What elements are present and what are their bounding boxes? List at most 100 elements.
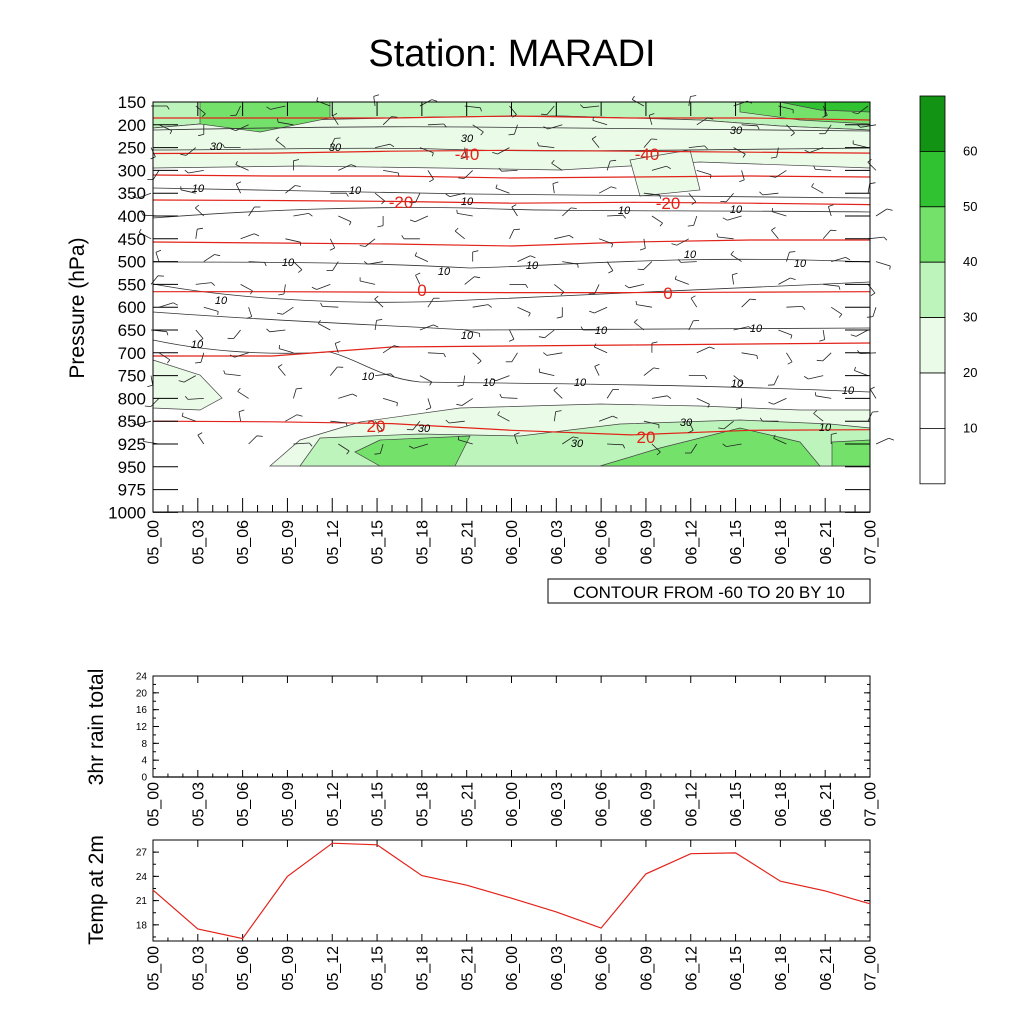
wind-barb [375, 373, 391, 376]
wind-barb [203, 254, 215, 262]
colorbar-box [919, 427, 946, 485]
contour-panel: -40 -40 -20 -20 0 0 20 20 30 30 30 30 30 30 30 10 10 10 10… [66, 93, 895, 604]
wind-barb [497, 414, 510, 422]
wind-barb [547, 124, 563, 130]
wind-barb [382, 398, 398, 403]
value-tick-label: 18 [136, 920, 148, 931]
wind-barb [293, 442, 310, 445]
wind-barb-feather [166, 359, 171, 364]
wind-barb [815, 395, 832, 399]
wind-barb-feather [748, 326, 753, 330]
wind-barb [374, 192, 385, 202]
wind-barb [822, 229, 831, 240]
value-tick-label: 24 [136, 872, 148, 883]
wind-barb-feather [852, 112, 859, 114]
wind-barb [200, 352, 205, 363]
value-tick-label: 8 [141, 739, 147, 750]
time-tick-label: 06_12 [683, 520, 700, 565]
wind-barb-feather [296, 387, 303, 390]
wind-barb-feather [710, 174, 712, 179]
wind-barb [693, 215, 698, 226]
wind-barb-feather [490, 378, 497, 382]
wind-barb [150, 398, 160, 407]
wind-barb-feather [845, 257, 851, 261]
wind-barb [472, 124, 484, 133]
wind-barb-feather [223, 370, 226, 375]
wind-barb [248, 307, 253, 317]
wind-barb-feather [622, 214, 627, 219]
wind-barb-feather [771, 227, 776, 231]
value-tick-label: 27 [136, 848, 148, 859]
pressure-axis-label: Pressure (hPa) [66, 237, 89, 378]
wind-barb-feather [674, 275, 677, 280]
time-tick-label: 06_21 [818, 946, 835, 991]
time-tick-label: 05_21 [459, 782, 476, 827]
wind-barb-feather [415, 272, 421, 276]
wind-barb-feather [266, 106, 271, 110]
wind-barb [458, 439, 473, 445]
colorbar-box [919, 261, 946, 319]
wind-barb [594, 366, 600, 376]
wind-barb-feather [320, 302, 323, 307]
wind-barb-feather [277, 118, 279, 123]
rh-contour-label: 10 [438, 266, 451, 278]
wind-barb-feather [659, 194, 662, 199]
wind-barb-feather [771, 208, 774, 212]
wind-barb-feather [329, 247, 335, 251]
time-tick-label: 06_12 [683, 946, 700, 991]
time-tick-label: 06_09 [639, 782, 656, 827]
contour-info-label: CONTOUR FROM -60 TO 20 BY 10 [573, 583, 845, 602]
wind-barb [449, 192, 465, 197]
value-tick-label: 24 [136, 672, 148, 683]
rh-contour-label: 30 [461, 133, 474, 145]
wind-barb [733, 147, 746, 155]
wind-barb [374, 320, 377, 331]
wind-barb-feather [316, 97, 319, 102]
wind-barb-feather [346, 450, 350, 455]
wind-barb [235, 183, 241, 194]
wind-barb [730, 254, 742, 262]
wind-barb-feather [398, 172, 400, 177]
wind-barb-feather [530, 255, 536, 259]
wind-barb [277, 366, 286, 376]
wind-barb-feather [332, 113, 338, 117]
wind-barb-feather [580, 326, 584, 331]
wind-barb-feather [739, 179, 745, 183]
wind-barb [495, 375, 510, 382]
wind-barb [338, 393, 353, 399]
wind-barb [152, 170, 160, 180]
wind-barb [373, 96, 376, 107]
wind-barb [636, 304, 652, 308]
wind-barb [643, 138, 652, 148]
wind-barb [696, 398, 710, 405]
time-tick-label: 06_12 [683, 782, 700, 827]
colorbar-label: 50 [963, 199, 977, 214]
wind-barb-feather [735, 407, 742, 410]
wind-barb-feather [707, 117, 714, 120]
wind-barb [786, 306, 803, 308]
wind-barb [137, 192, 152, 199]
wind-barb-feather [790, 132, 795, 137]
wind-barb [517, 255, 531, 262]
wind-barb-feather [198, 338, 204, 342]
wind-barb [332, 261, 339, 271]
wind-barb [234, 352, 249, 358]
wind-barb [831, 257, 846, 262]
wind-barb [741, 170, 745, 181]
rh-contour-line [152, 281, 871, 303]
isotherm-label: -40 [635, 145, 660, 164]
wind-barb [786, 252, 790, 262]
rh-contour-label: 30 [680, 417, 693, 429]
wind-barb [869, 389, 877, 399]
wind-barb-feather [311, 286, 317, 290]
time-tick-label: 05_18 [415, 782, 432, 827]
isotherm-line [152, 239, 870, 247]
wind-barb-feather [381, 200, 385, 205]
wind-barb-feather [889, 265, 891, 270]
figure-title: Station: MARADI [368, 33, 655, 75]
time-tick-label: 06_21 [818, 520, 835, 565]
rh-contour-label: 10 [349, 185, 362, 197]
wind-barb [598, 415, 613, 422]
wind-barb-feather [198, 134, 204, 137]
wind-barb [293, 213, 309, 217]
